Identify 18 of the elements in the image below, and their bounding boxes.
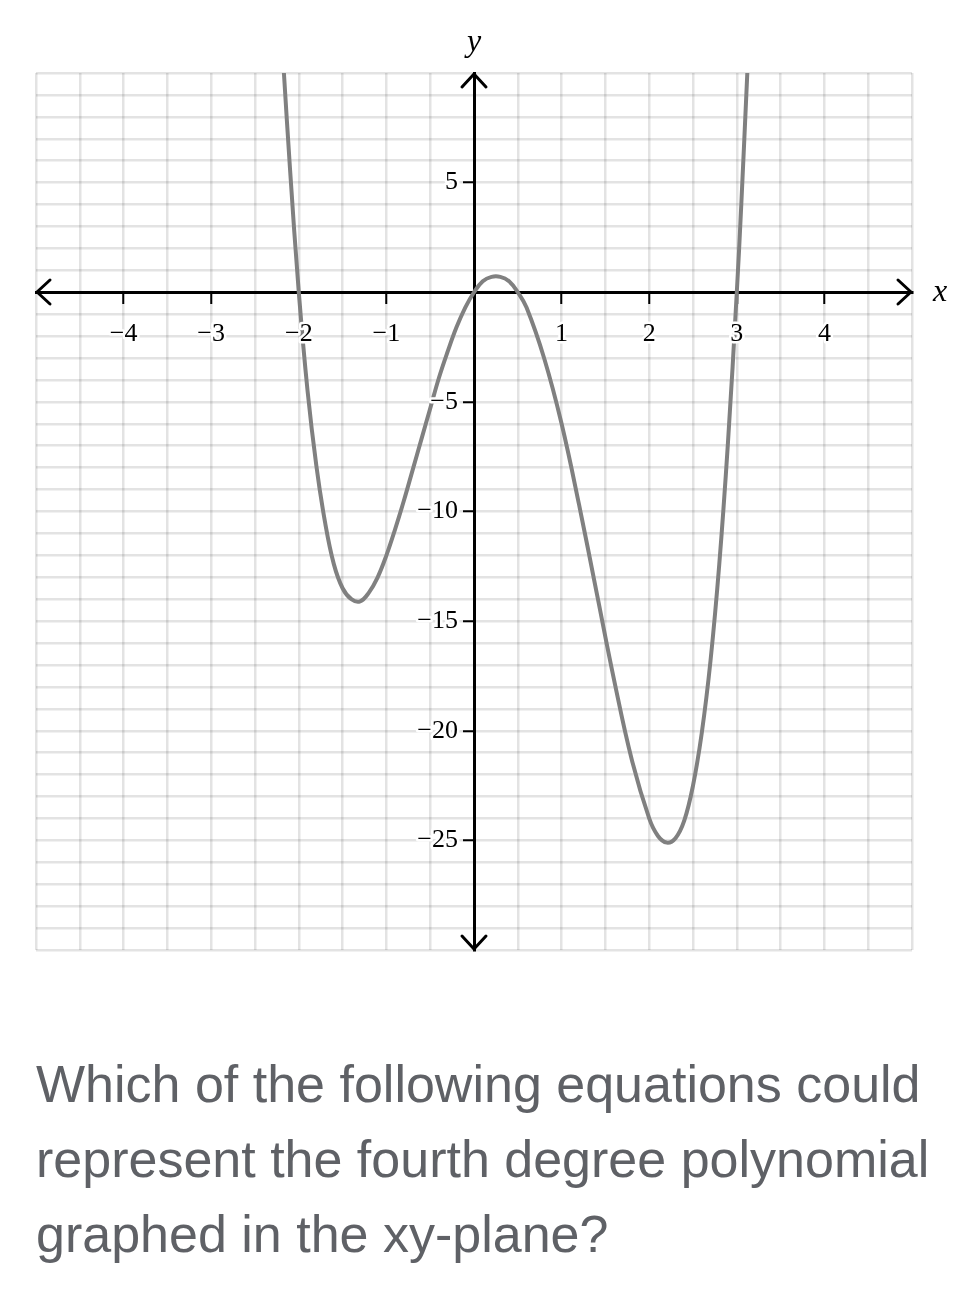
y-tick-label: −5 bbox=[430, 385, 458, 415]
y-tick-label: −20 bbox=[417, 714, 458, 744]
x-axis-title: x bbox=[931, 271, 948, 308]
line-series bbox=[281, 73, 750, 845]
x-tick-label: 2 bbox=[642, 318, 656, 348]
y-tick-label: −10 bbox=[417, 495, 458, 525]
x-tick-label: 4 bbox=[817, 318, 831, 348]
x-tick-label: 3 bbox=[730, 318, 744, 348]
y-axis-title: y bbox=[463, 22, 482, 59]
y-tick-label: 5 bbox=[445, 166, 458, 196]
x-tick-label: −3 bbox=[197, 318, 226, 348]
x-tick-label: −1 bbox=[372, 318, 401, 348]
x-tick-label: 1 bbox=[555, 318, 569, 348]
text: Which of the following equations could represent the fourth degree polynomial graphed in the xy-plane? bbox=[36, 1054, 931, 1265]
y-tick-label: −15 bbox=[417, 604, 458, 634]
x-tick-label: −2 bbox=[284, 318, 313, 348]
x-tick-label: −4 bbox=[109, 318, 138, 348]
y-tick-label: −25 bbox=[417, 824, 458, 854]
